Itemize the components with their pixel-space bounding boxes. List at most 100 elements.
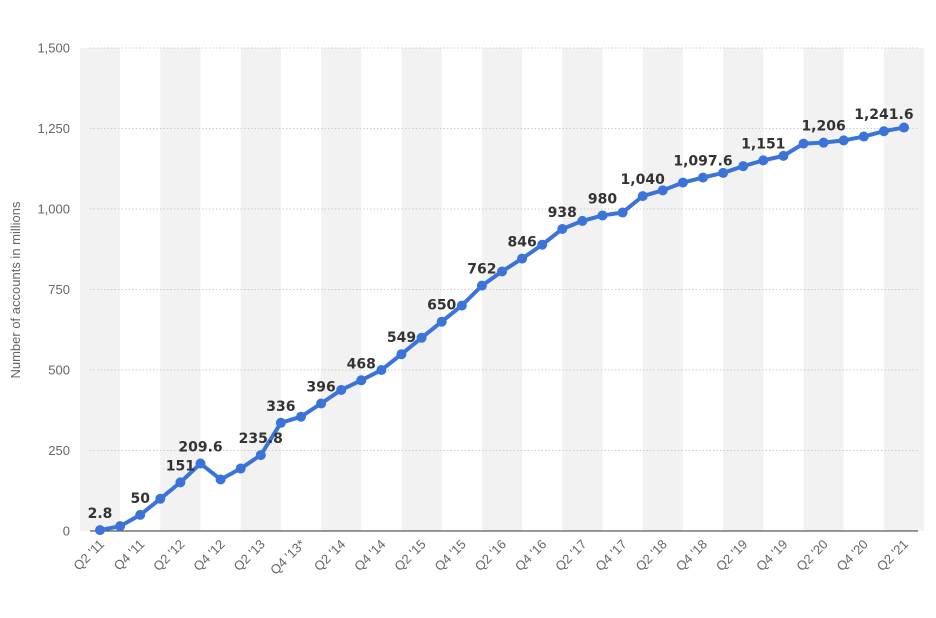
data-point[interactable] [878,126,889,137]
data-point[interactable] [316,398,327,409]
x-tick-label: Q4 '19 [753,537,790,574]
x-tick-label: Q4 '13* [267,537,308,578]
y-tick-label: 500 [48,363,70,378]
data-label: 468 [347,356,376,372]
x-tick-label: Q2 '19 [713,537,750,574]
x-tick-label: Q2 '14 [311,537,348,574]
data-point[interactable] [436,316,447,327]
column-band [562,48,603,531]
y-tick-label: 250 [48,443,70,458]
data-point[interactable] [577,215,588,226]
data-point[interactable] [557,223,568,234]
x-tick-label: Q2 '17 [552,537,589,574]
x-tick-label: Q2 '21 [874,537,911,574]
x-tick-label: Q4 '14 [351,537,388,574]
data-label: 549 [387,330,416,346]
data-point[interactable] [899,122,909,133]
data-point[interactable] [416,332,427,343]
data-label: 650 [427,298,456,314]
data-point[interactable] [738,161,749,172]
data-points [95,122,909,536]
data-point[interactable] [517,253,528,264]
data-point[interactable] [135,509,146,520]
data-point[interactable] [275,417,286,428]
y-tick-label: 1,250 [37,121,70,136]
x-tick-label: Q4 '17 [592,537,629,574]
data-point[interactable] [255,450,266,461]
x-tick-label: Q2 '15 [391,537,428,574]
data-point[interactable] [476,280,487,291]
column-band [401,48,442,531]
grid-lines [90,47,918,451]
data-point[interactable] [537,239,548,250]
x-tick-label: Q4 '11 [111,537,148,574]
x-tick-label: Q2 '13 [231,537,268,574]
y-axis-ticks: 0 250 500 750 1,000 1,250 1,500 [37,41,70,539]
data-point[interactable] [115,521,126,532]
data-point[interactable] [698,172,708,183]
data-point[interactable] [637,191,648,202]
data-point[interactable] [778,150,789,161]
column-band [723,48,764,531]
data-point[interactable] [798,138,809,149]
y-tick-label: 1,000 [37,202,70,217]
data-point[interactable] [235,463,246,474]
data-label: 1,151 [741,136,785,152]
data-label: 762 [467,262,496,278]
x-tick-label: Q4 '16 [512,537,549,574]
data-point[interactable] [396,349,407,360]
data-label: 1,040 [621,172,666,188]
column-band [642,48,683,531]
data-point[interactable] [677,177,688,188]
data-point[interactable] [657,185,668,196]
data-point[interactable] [758,155,769,166]
data-point[interactable] [617,207,628,218]
data-point[interactable] [95,525,105,536]
data-label: 336 [266,399,295,415]
y-axis-title: Number of accounts in millions [8,201,23,379]
x-tick-label: Q4 '15 [432,537,469,574]
data-point[interactable] [858,131,869,142]
data-point[interactable] [497,266,507,277]
x-tick-label: Q2 '16 [472,537,509,574]
data-point[interactable] [336,384,347,395]
x-tick-label: Q4 '20 [834,537,871,574]
y-tick-label: 0 [63,524,70,539]
y-tick-label: 750 [48,282,70,297]
x-tick-label: Q4 '18 [673,537,710,574]
x-tick-label: Q2 '11 [70,537,107,574]
data-point[interactable] [597,210,608,221]
data-point[interactable] [718,167,729,178]
data-labels: 2.8 50 151 209.6 235.8 336 396 468 549 650 762 846 9… [88,107,914,522]
column-band [321,48,362,531]
data-label: 2.8 [88,506,113,522]
x-tick-label: Q2 '18 [633,537,670,574]
data-point[interactable] [215,474,226,485]
x-tick-label: Q2 '12 [150,537,187,574]
data-point[interactable] [296,411,306,422]
x-tick-label: Q4 '12 [190,537,227,574]
data-point[interactable] [818,137,829,148]
y-tick-label: 1,500 [37,41,70,56]
data-point[interactable] [838,135,849,146]
data-label: 938 [548,205,577,221]
data-label: 235.8 [239,431,283,447]
x-tick-label: Q2 '20 [793,537,830,574]
data-label: 846 [507,235,536,251]
data-point[interactable] [356,375,367,386]
data-label: 1,241.6 [854,107,913,123]
column-bands [79,48,925,531]
data-label: 396 [306,379,335,395]
data-point[interactable] [155,493,166,504]
data-point[interactable] [195,458,206,469]
data-label: 1,206 [801,119,845,135]
data-label: 1,097.6 [673,154,732,170]
data-point[interactable] [175,477,186,488]
data-point[interactable] [376,365,387,375]
data-point[interactable] [456,300,467,311]
data-label: 980 [588,191,617,207]
data-label: 209.6 [178,440,222,456]
data-label: 50 [130,491,150,507]
